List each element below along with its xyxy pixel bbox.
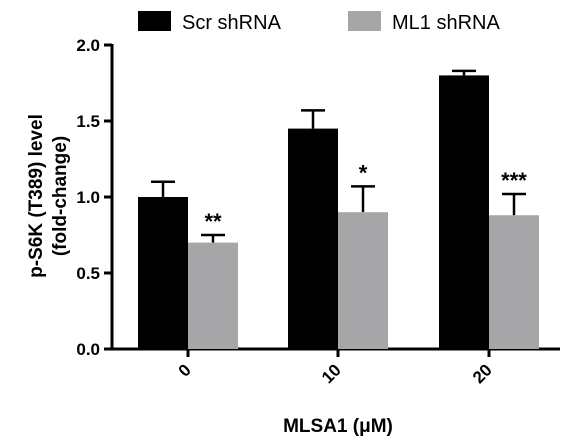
y-tick-label: 0.0 bbox=[76, 340, 100, 359]
legend: Scr shRNA ML1 shRNA bbox=[138, 11, 500, 34]
y-tick-label: 1.0 bbox=[76, 188, 100, 207]
bar bbox=[188, 242, 238, 349]
y-tick-label: 1.5 bbox=[76, 112, 100, 131]
x-tick-label: 0 bbox=[175, 360, 195, 380]
significance-label: ** bbox=[204, 209, 222, 234]
plot-area: 0.0 0.5 1.0 1.5 2.0 ** 0 * 10 *** 20 bbox=[76, 36, 560, 387]
y-axis-title-line2: (fold-change) bbox=[50, 136, 71, 256]
bar bbox=[439, 75, 489, 350]
bar bbox=[338, 212, 388, 349]
legend-label-scr-shrna: Scr shRNA bbox=[182, 12, 282, 34]
y-tick-label: 2.0 bbox=[76, 36, 100, 55]
legend-label-ml1-shrna: ML1 shRNA bbox=[392, 12, 500, 34]
bar bbox=[138, 197, 188, 349]
bar bbox=[489, 215, 539, 349]
legend-swatch-scr-shrna bbox=[138, 11, 171, 31]
x-tick-label: 20 bbox=[469, 360, 496, 387]
legend-swatch-ml1-shrna bbox=[348, 11, 381, 31]
significance-label: * bbox=[359, 160, 368, 185]
bar bbox=[288, 128, 338, 349]
x-tick-label: 10 bbox=[318, 360, 345, 387]
y-tick-label: 0.5 bbox=[76, 264, 100, 283]
x-axis-title: MLSA1 (μM) bbox=[283, 416, 393, 437]
y-axis-title-line1: p-S6K (T389) level bbox=[26, 114, 47, 278]
significance-label: *** bbox=[501, 168, 527, 193]
